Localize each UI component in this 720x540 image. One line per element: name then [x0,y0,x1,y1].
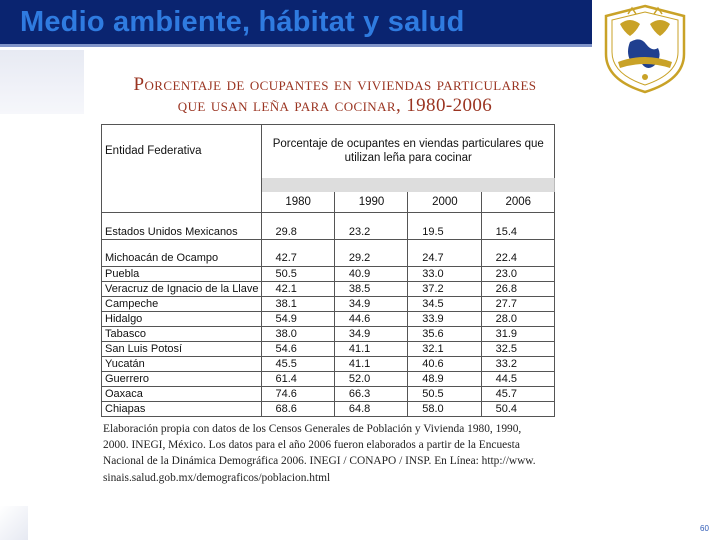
entity-name: Michoacán de Ocampo [101,251,261,267]
value-cell: 54.6 [260,341,335,357]
corner-shade [0,506,28,540]
value-cell: 61.4 [260,371,335,387]
entity-name: Oaxaca [101,386,261,402]
main-header: Porcentaje de ocupantes en viendas parti… [260,124,555,178]
table-row: Yucatán 45.5 41.1 40.6 33.2 [101,356,556,372]
value-cell: 38.0 [260,326,335,342]
entity-name: Hidalgo [101,311,261,327]
value-cell: 28.0 [480,311,556,327]
document-title-line2: que usan leña para cocinar, 1980-2006 [177,95,493,116]
value-cell: 34.9 [333,296,408,312]
value-cell: 41.1 [333,341,408,357]
value-cell: 48.9 [407,371,482,387]
value-cell: 23.2 [333,224,408,240]
source-line: 2000. INEGI, México. Los datos para el a… [103,439,520,452]
value-cell: 41.1 [333,356,408,372]
value-cell: 23.0 [480,266,556,282]
table-row-national: Estados Unidos Mexicanos 29.8 23.2 19.5 … [101,224,556,240]
source-line: Elaboración propia con datos de los Cens… [103,423,522,435]
document-title: Porcentaje de ocupantes en viviendas par… [115,74,555,116]
value-cell: 68.6 [260,401,335,417]
entity-name: Tabasco [101,326,261,342]
value-cell: 45.5 [260,356,335,372]
slide-title: Medio ambiente, hábitat y salud [20,6,465,38]
value-cell: 64.8 [333,401,408,417]
value-cell: 29.2 [333,251,408,267]
value-cell: 38.5 [333,281,408,297]
value-cell: 44.6 [333,311,408,327]
value-cell: 32.5 [480,341,556,357]
source-line: Nacional de la Dinámica Demográfica 2006… [103,455,536,468]
value-cell: 52.0 [333,371,408,387]
value-cell: 33.9 [407,311,482,327]
value-cell: 50.5 [260,266,335,282]
table-row: San Luis Potosí 54.6 41.1 32.1 32.5 [101,341,556,357]
data-table: Entidad Federativa Porcentaje de ocupant… [101,124,556,417]
value-cell: 34.9 [333,326,408,342]
value-cell: 33.2 [480,356,556,372]
value-cell: 74.6 [260,386,335,402]
source-line: sinais.salud.gob.mx/demograficos/poblaci… [103,471,331,484]
value-cell: 27.7 [480,296,556,312]
entity-name: Estados Unidos Mexicanos [101,224,261,240]
value-cell: 24.7 [407,251,482,267]
table-row: Campeche 38.1 34.9 34.5 27.7 [101,296,556,312]
value-cell: 34.5 [407,296,482,312]
value-cell: 19.5 [407,224,482,240]
year-header: 1990 [333,192,408,213]
header-bar [0,0,592,47]
table-row: Chiapas 68.6 64.8 58.0 50.4 [101,401,556,417]
table-row: Hidalgo 54.9 44.6 33.9 28.0 [101,311,556,327]
document-title-line1: Porcentaje de ocupantes en viviendas par… [133,74,537,95]
entity-header: Entidad Federativa [101,124,261,178]
university-crest-icon [604,4,686,94]
value-cell: 44.5 [480,371,556,387]
table-row: Michoacán de Ocampo 42.7 29.2 24.7 22.4 [101,251,556,267]
value-cell: 66.3 [333,386,408,402]
value-cell: 50.4 [480,401,556,417]
year-header: 2000 [407,192,482,213]
year-header-row: 1980 1990 2000 2006 [101,192,556,213]
table-row: Tabasco 38.0 34.9 35.6 31.9 [101,326,556,342]
value-cell: 15.4 [480,224,556,240]
value-cell: 33.0 [407,266,482,282]
table-row: Puebla 50.5 40.9 33.0 23.0 [101,266,556,282]
value-cell: 35.6 [407,326,482,342]
entity-name: San Luis Potosí [101,341,261,357]
value-cell: 50.5 [407,386,482,402]
value-cell: 22.4 [480,251,556,267]
value-cell: 54.9 [260,311,335,327]
table-row: Veracruz de Ignacio de la Llave 42.1 38.… [101,281,556,297]
value-cell: 58.0 [407,401,482,417]
value-cell: 42.7 [260,251,335,267]
value-cell: 42.1 [260,281,335,297]
value-cell: 40.9 [333,266,408,282]
table-row: Guerrero 61.4 52.0 48.9 44.5 [101,371,556,387]
entity-name: Guerrero [101,371,261,387]
entity-name: Veracruz de Ignacio de la Llave [101,281,261,297]
value-cell: 31.9 [480,326,556,342]
entity-name: Puebla [101,266,261,282]
left-panel [0,50,84,114]
entity-name: Yucatán [101,356,261,372]
year-header: 2006 [480,192,556,213]
year-header: 1980 [260,192,335,213]
value-cell: 32.1 [407,341,482,357]
value-cell: 26.8 [480,281,556,297]
source-note: Elaboración propia con datos de los Cens… [103,421,563,486]
page-number: 60 [700,524,709,533]
value-cell: 40.6 [407,356,482,372]
entity-name: Campeche [101,296,261,312]
entity-name: Chiapas [101,401,261,417]
value-cell: 29.8 [260,224,335,240]
value-cell: 37.2 [407,281,482,297]
value-cell: 45.7 [480,386,556,402]
value-cell: 38.1 [260,296,335,312]
table-row: Oaxaca 74.6 66.3 50.5 45.7 [101,386,556,402]
